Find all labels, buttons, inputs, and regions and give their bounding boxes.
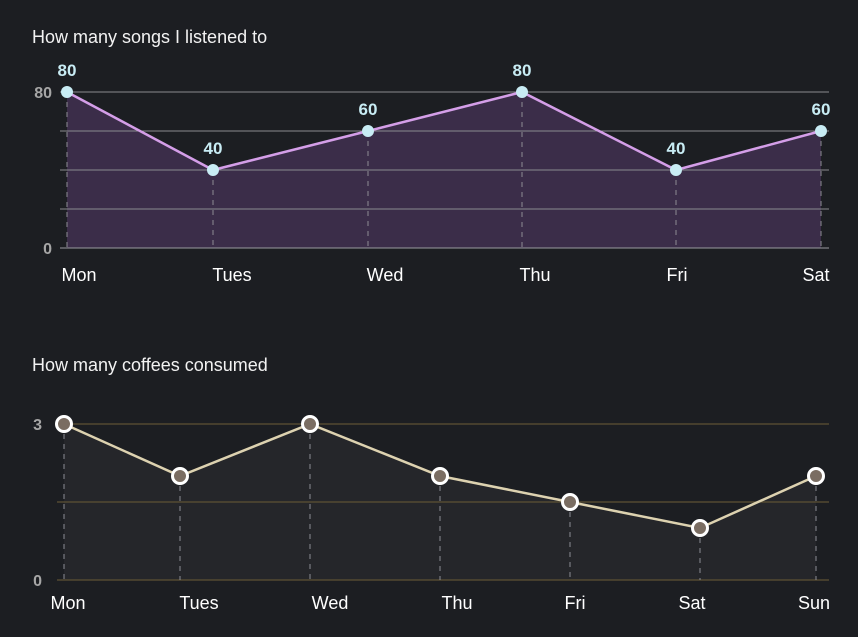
data-point — [171, 467, 189, 485]
data-label: 40 — [204, 139, 223, 158]
x-tick-label: Tues — [212, 265, 251, 285]
x-tick-label: Wed — [312, 593, 349, 613]
data-point — [691, 519, 709, 537]
x-tick-label: Mon — [61, 265, 96, 285]
x-tick-label: Sat — [802, 265, 829, 285]
data-label: 40 — [667, 139, 686, 158]
data-point — [815, 125, 827, 137]
x-tick-label: Wed — [367, 265, 404, 285]
series-line — [66, 90, 822, 172]
x-tick-label: Mon — [50, 593, 85, 613]
data-label: 60 — [359, 100, 378, 119]
x-tick-label: Fri — [667, 265, 688, 285]
x-tick-label: Sun — [798, 593, 830, 613]
chart-title: How many songs I listened to — [32, 27, 268, 47]
y-tick-label: 80 — [34, 85, 52, 102]
x-tick-label: Thu — [519, 265, 550, 285]
x-tick-label: Tues — [179, 593, 218, 613]
chart-title: How many coffees consumed — [32, 355, 268, 375]
data-point — [670, 164, 682, 176]
data-label: 60 — [812, 100, 831, 119]
data-point — [61, 86, 73, 98]
y-tick-label: 0 — [43, 241, 52, 258]
data-point — [807, 467, 825, 485]
data-label: 80 — [513, 61, 532, 80]
x-tick-label: Thu — [441, 593, 472, 613]
data-point — [362, 125, 374, 137]
data-point — [561, 493, 579, 511]
data-point — [301, 415, 319, 433]
songs-chart-plot: 0 80 80 40 60 80 40 60 Mon Tues Wed Thu Fri Sat — [34, 61, 831, 285]
data-point — [207, 164, 219, 176]
data-point — [55, 415, 73, 433]
data-point — [516, 86, 528, 98]
y-tick-label: 0 — [33, 573, 42, 590]
data-label: 80 — [58, 61, 77, 80]
x-tick-label: Fri — [565, 593, 586, 613]
y-tick-label: 3 — [33, 417, 42, 434]
x-tick-label: Sat — [678, 593, 705, 613]
data-point — [431, 467, 449, 485]
